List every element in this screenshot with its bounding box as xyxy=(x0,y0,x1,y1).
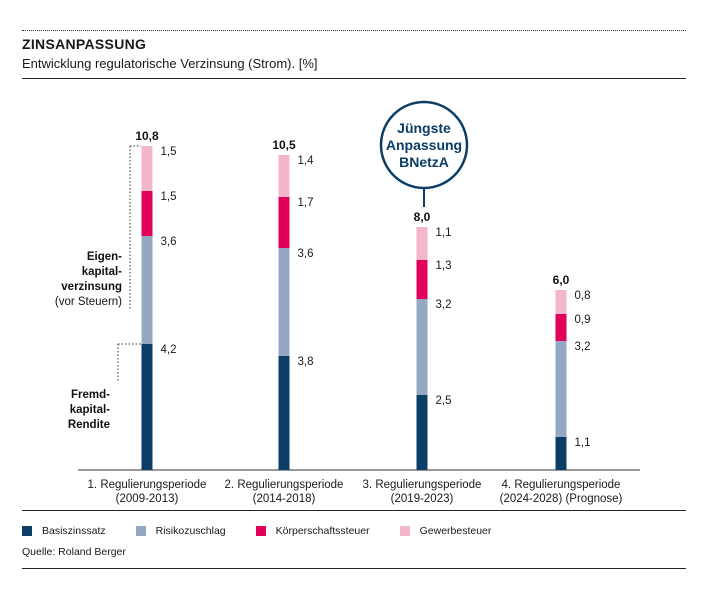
total-label: 8,0 xyxy=(414,210,431,224)
category-label: 4. Regulierungsperiode xyxy=(502,479,621,491)
bar-segment-gewerbesteuer xyxy=(141,146,153,191)
bar-segment-k-rperschaftssteuer xyxy=(416,260,428,299)
category-label: (2019-2023) xyxy=(391,493,454,505)
bar-segment-risikozuschlag xyxy=(141,236,153,344)
bar-segment-basiszinssatz xyxy=(278,356,290,470)
legend-swatch xyxy=(255,526,266,536)
bar-segment-k-rperschaftssteuer xyxy=(555,314,567,341)
chart-subtitle: Entwicklung regulatorische Verzinsung (S… xyxy=(22,56,318,71)
debt-label: kapital- xyxy=(70,404,110,416)
callout-text: Anpassung xyxy=(386,137,462,153)
data-label: 0,8 xyxy=(575,290,591,302)
legend-label: Basiszinssatz xyxy=(42,525,106,537)
bar-segment-k-rperschaftssteuer xyxy=(141,191,153,236)
data-label: 1,1 xyxy=(575,437,591,449)
callout-text: Jüngste xyxy=(397,120,451,136)
legend-label: Körperschaftssteuer xyxy=(275,525,370,537)
bar-segment-risikozuschlag xyxy=(278,248,290,356)
data-label: 3,8 xyxy=(298,356,314,368)
data-label: 3,6 xyxy=(298,248,314,260)
category-label: 3. Regulierungsperiode xyxy=(363,479,482,491)
chart-title: ZINSANPASSUNG xyxy=(22,36,147,52)
bar-segment-basiszinssatz xyxy=(416,395,428,470)
bar-segment-basiszinssatz xyxy=(141,344,153,470)
bar-segment-k-rperschaftssteuer xyxy=(278,197,290,248)
debt-label: Fremd- xyxy=(71,389,110,401)
data-label: 3,6 xyxy=(161,236,177,248)
data-label: 1,3 xyxy=(436,260,452,272)
data-label: 1,5 xyxy=(161,146,177,158)
data-label: 4,2 xyxy=(161,344,177,356)
equity-label: Eigen- xyxy=(87,251,122,263)
total-label: 6,0 xyxy=(553,273,570,287)
total-label: 10,8 xyxy=(135,129,159,143)
legend-swatch xyxy=(399,526,410,536)
chart-legend: Basiszinssatz Risikozuschlag Körperschafts… xyxy=(22,525,521,537)
debt-label: Rendite xyxy=(68,419,110,431)
legend-item: Körperschaftssteuer xyxy=(255,525,370,537)
legend-swatch xyxy=(22,526,32,536)
legend-rule xyxy=(22,510,686,511)
equity-sublabel: (vor Steuern) xyxy=(55,296,122,308)
data-label: 3,2 xyxy=(436,299,452,311)
footer-rule xyxy=(22,568,686,569)
legend-swatch xyxy=(135,526,146,536)
equity-label: verzinsung xyxy=(61,281,122,293)
bar-segment-basiszinssatz xyxy=(555,437,567,470)
total-label: 10,5 xyxy=(272,138,296,152)
data-label: 1,5 xyxy=(161,191,177,203)
source-note: Quelle: Roland Berger xyxy=(22,546,126,558)
category-label: (2024-2028) (Prognose) xyxy=(500,493,623,505)
callout-text: BNetzA xyxy=(399,154,449,170)
legend-label: Risikozuschlag xyxy=(155,525,226,537)
top-dotted-divider xyxy=(22,30,686,31)
bar-segment-gewerbesteuer xyxy=(416,227,428,260)
bar-segment-risikozuschlag xyxy=(555,341,567,437)
data-label: 1,1 xyxy=(436,227,452,239)
legend-item: Risikozuschlag xyxy=(135,525,226,537)
data-label: 1,4 xyxy=(298,155,315,167)
data-label: 3,2 xyxy=(575,341,591,353)
category-label: 1. Regulierungsperiode xyxy=(88,479,207,491)
bar-segment-gewerbesteuer xyxy=(555,290,567,314)
data-label: 2,5 xyxy=(436,395,452,407)
data-label: 0,9 xyxy=(575,314,591,326)
bar-segment-gewerbesteuer xyxy=(278,155,290,197)
category-label: (2014-2018) xyxy=(253,493,316,505)
legend-item: Basiszinssatz xyxy=(22,525,106,537)
equity-label: kapital- xyxy=(82,266,122,278)
data-label: 1,7 xyxy=(298,197,314,209)
header-rule xyxy=(22,78,686,79)
legend-label: Gewerbesteuer xyxy=(419,525,492,537)
category-label: 2. Regulierungsperiode xyxy=(225,479,344,491)
legend-item: Gewerbesteuer xyxy=(399,525,492,537)
category-label: (2009-2013) xyxy=(116,493,179,505)
bar-segment-risikozuschlag xyxy=(416,299,428,395)
